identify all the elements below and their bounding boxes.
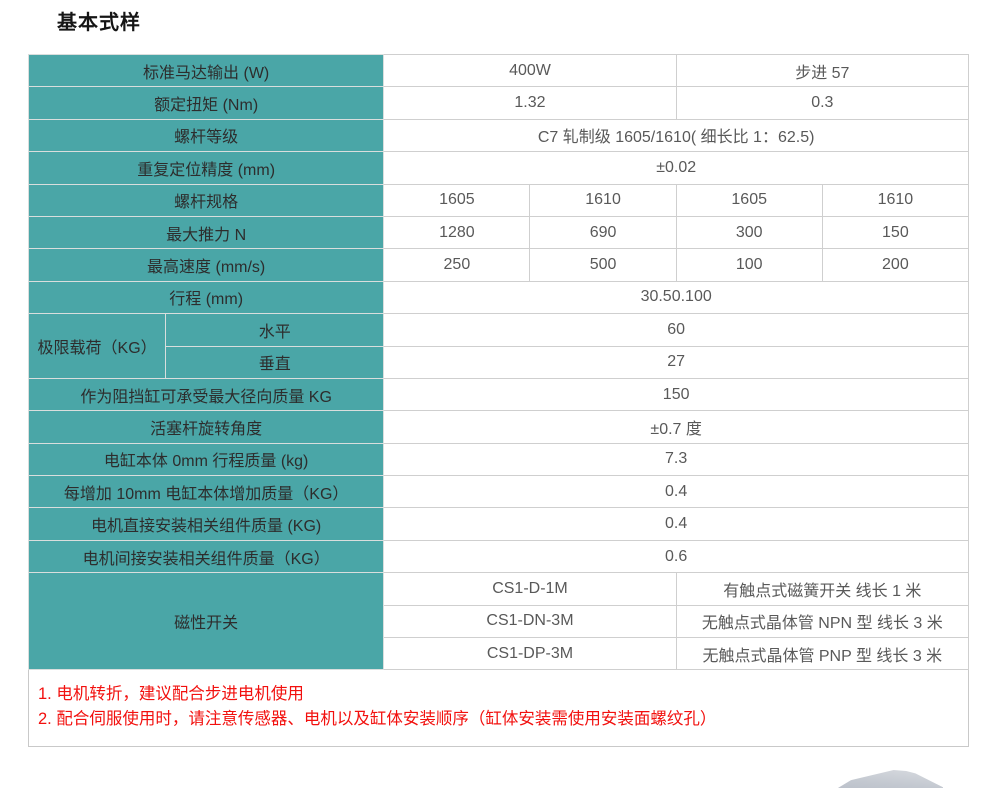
spec-table-body: 标准马达输出 (W) 400W 步进 57 额定扭矩 (Nm) 1.32 0.3 螺杆等级 C… [27,53,970,671]
spec-label-cell: 螺杆等级 [27,118,385,153]
spec-value-cell: 690 [529,215,677,250]
table-row: 螺杆规格 1605 1610 1605 1610 [27,183,970,217]
spec-value-cell: 250 [383,248,531,282]
spec-value-cell: 500 [529,248,677,282]
spec-label-cell: 每增加 10mm 电缸本体增加质量（KG） [27,475,385,509]
spec-value-cell: 150 [383,377,969,412]
spec-value-cell: 0.4 [383,507,969,541]
product-image-fragment [828,770,943,788]
spec-label-cell: 电机直接安装相关组件质量 (KG) [27,507,385,541]
table-row: 作为阻挡缸可承受最大径向质量 KG 150 [27,377,969,412]
spec-value-cell: 步进 57 [675,53,970,88]
note-line: 1. 电机转折，建议配合步进电机使用 [38,685,304,704]
spec-label-cell: 水平 [165,313,385,347]
table-row: CS1-DN-3M 无触点式晶体管 NPN 型 线长 3 米 [29,604,970,639]
table-row: CS1-DP-3M 无触点式晶体管 PNP 型 线长 3 米 [29,637,970,671]
spec-value-cell: 1610 [529,183,677,217]
spec-value-cell: CS1-DN-3M [383,604,677,639]
spec-label-cell: 行程 (mm) [27,280,385,315]
spec-value-cell: 60 [383,313,969,347]
spec-value-cell: 400W [383,53,677,88]
spec-value-cell: ±0.7 度 [383,410,969,444]
spec-label-cell: 垂直 [165,345,385,379]
spec-value-cell: 300 [675,215,823,250]
spec-label-cell: 标准马达输出 (W) [27,53,385,88]
table-row: 每增加 10mm 电缸本体增加质量（KG） 0.4 [27,475,969,509]
spec-value-cell: 0.4 [383,475,969,509]
spec-label-cell: 活塞杆旋转角度 [27,410,385,444]
table-row: 磁性开关 CS1-D-1M 有触点式磁簧开关 线长 1 米 [27,572,970,671]
spec-value-cell: 1605 [383,183,531,217]
page-title: 基本式样 [57,12,141,34]
spec-label-cell: 电缸本体 0mm 行程质量 (kg) [27,442,385,477]
spec-value-cell: 1280 [383,215,531,250]
spec-value-cell: 0.6 [383,539,969,574]
spec-value-cell: 27 [383,345,969,379]
spec-label-cell: 螺杆规格 [27,183,385,217]
spec-value-cell: 1610 [821,183,970,217]
spec-value-cell: 200 [821,248,970,282]
table-row: 最高速度 (mm/s) 250 500 100 200 [27,248,970,282]
spec-value-cell: 无触点式晶体管 NPN 型 线长 3 米 [675,604,970,639]
spec-value-cell: 100 [675,248,823,282]
spec-label-cell: 磁性开关 [27,572,385,671]
spec-value-cell: 1.32 [383,86,677,120]
table-row: 电机间接安装相关组件质量（KG） 0.6 [27,539,969,574]
table-row: 活塞杆旋转角度 ±0.7 度 [27,410,969,444]
table-row: 极限载荷（KG） 水平 60 [27,313,969,379]
spec-label-cell: 最大推力 N [27,215,385,250]
spec-label-cell: 最高速度 (mm/s) [27,248,385,282]
notes-box: 1. 电机转折，建议配合步进电机使用 2. 配合伺服使用时，请注意传感器、电机以… [28,670,969,748]
table-row: 最大推力 N 1280 690 300 150 [27,215,970,250]
table-row: 重复定位精度 (mm) ±0.02 [27,151,969,185]
table-row: 标准马达输出 (W) 400W 步进 57 [27,53,970,88]
spec-value-cell: 0.3 [675,86,970,120]
spec-value-cell: 30.50.100 [383,280,969,315]
spec-value-cell: CS1-DP-3M [383,637,677,671]
spec-label-cell: 电机间接安装相关组件质量（KG） [27,539,385,574]
spec-value-cell: CS1-D-1M [383,572,677,606]
spec-label-cell: 极限载荷（KG） [27,313,167,379]
note-line: 2. 配合伺服使用时，请注意传感器、电机以及缸体安装顺序（缸体安装需使用安装面螺… [38,710,717,729]
table-row: 螺杆等级 C7 轧制级 1605/1610( 细长比 1：62.5) [27,118,969,153]
table-row: 垂直 27 [29,345,969,379]
table-row: 电机直接安装相关组件质量 (KG) 0.4 [27,507,969,541]
spec-value-cell: ±0.02 [383,151,969,185]
spec-value-cell: 150 [821,215,970,250]
spec-value-cell: 有触点式磁簧开关 线长 1 米 [675,572,970,606]
spec-label-cell: 额定扭矩 (Nm) [27,86,385,120]
table-row: 额定扭矩 (Nm) 1.32 0.3 [27,86,970,120]
table-row: 行程 (mm) 30.50.100 [27,280,969,315]
spec-table: 标准马达输出 (W) 400W 步进 57 额定扭矩 (Nm) 1.32 0.3 螺杆等级 C… [27,53,970,671]
spec-label-cell: 重复定位精度 (mm) [27,151,385,185]
table-row: 电缸本体 0mm 行程质量 (kg) 7.3 [27,442,969,477]
spec-value-cell: 7.3 [383,442,969,477]
spec-label-cell: 作为阻挡缸可承受最大径向质量 KG [27,377,385,412]
spec-value-cell: 无触点式晶体管 PNP 型 线长 3 米 [675,637,970,671]
spec-value-cell: 1605 [675,183,823,217]
spec-value-cell: C7 轧制级 1605/1610( 细长比 1：62.5) [383,118,969,153]
